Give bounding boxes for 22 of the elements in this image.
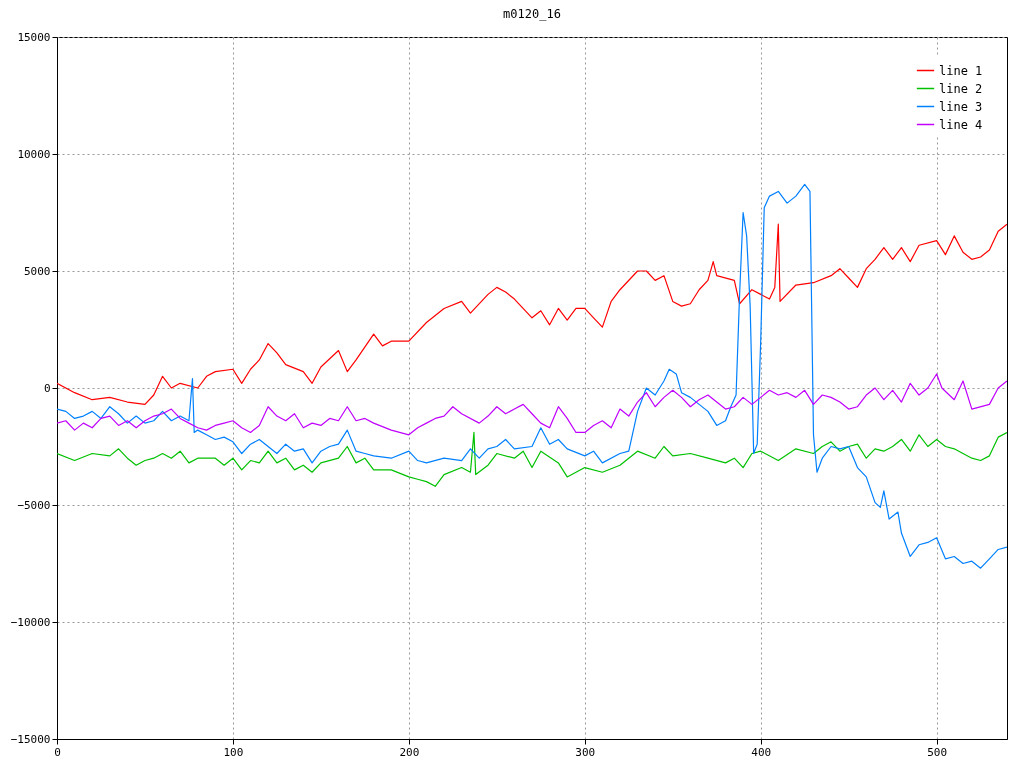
x-tick-label: 0 — [54, 745, 61, 759]
legend-label: line 3 — [939, 99, 983, 114]
y-tick-label: 5000 — [24, 264, 51, 278]
line-series — [57, 223, 1007, 405]
y-tick-label: 0 — [43, 381, 51, 395]
x-tick-label: 200 — [399, 745, 420, 759]
x-tick-label: 100 — [223, 745, 244, 759]
line-series — [57, 183, 1007, 569]
legend-label: line 4 — [939, 117, 983, 132]
line-series — [57, 373, 1007, 436]
y-tick-label: −15000 — [10, 732, 51, 746]
line-series — [57, 431, 1007, 487]
chart-title: m0120_16 — [503, 7, 561, 21]
legend-label: line 2 — [939, 81, 983, 96]
x-tick-label: 400 — [751, 745, 772, 759]
x-tick-label: 300 — [575, 745, 596, 759]
legend-label: line 1 — [939, 63, 983, 78]
y-tick-label: 10000 — [17, 147, 51, 161]
y-tick-label: 15000 — [17, 30, 51, 44]
x-tick-label: 500 — [927, 745, 948, 759]
y-tick-label: −5000 — [17, 498, 51, 512]
y-tick-label: −10000 — [10, 615, 51, 629]
